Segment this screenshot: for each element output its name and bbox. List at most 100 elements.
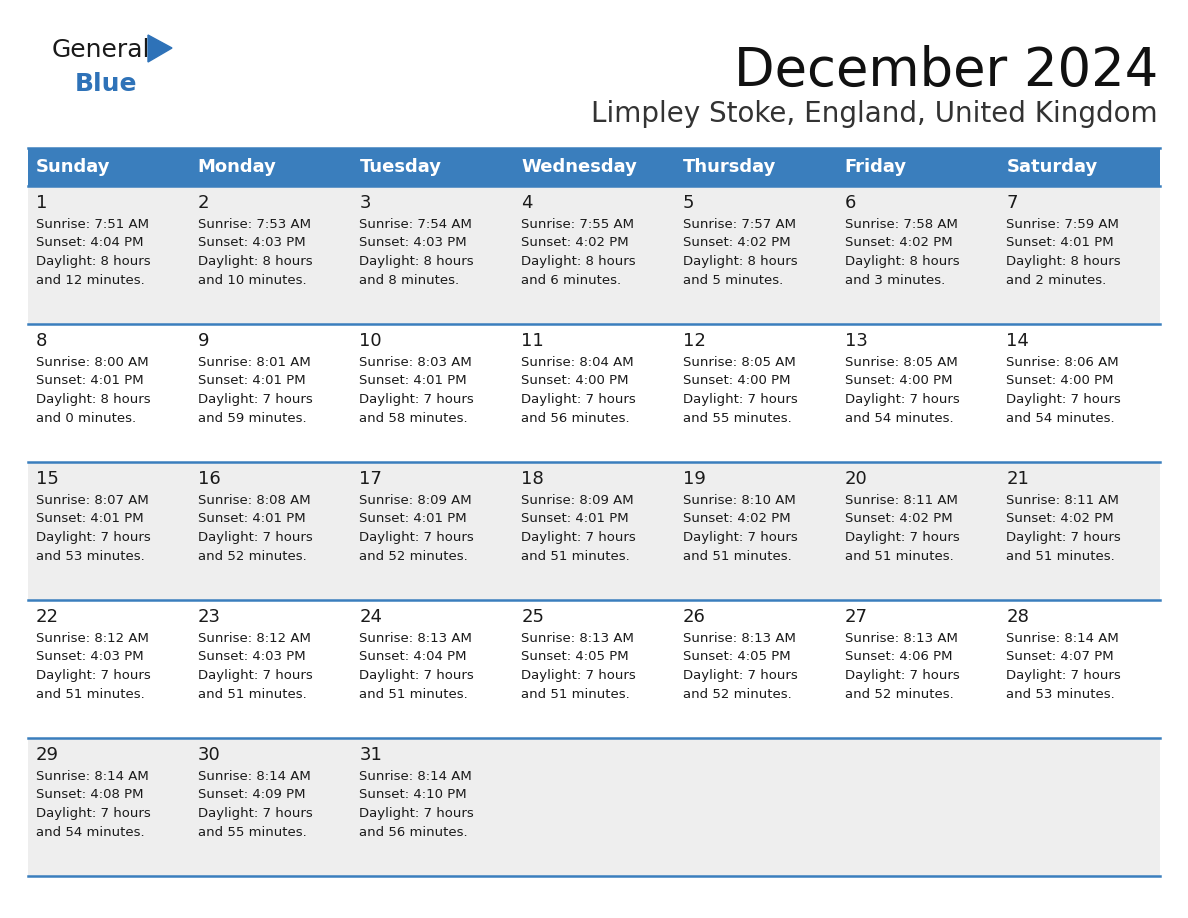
Text: Sunrise: 8:14 AM: Sunrise: 8:14 AM (197, 770, 310, 783)
Text: Sunset: 4:08 PM: Sunset: 4:08 PM (36, 789, 144, 801)
Bar (998, 148, 1159, 186)
Text: Sunrise: 8:10 AM: Sunrise: 8:10 AM (683, 494, 796, 507)
Text: 20: 20 (845, 470, 867, 488)
Text: Saturday: Saturday (1006, 158, 1098, 176)
Text: Friday: Friday (845, 158, 906, 176)
Text: Sunrise: 8:09 AM: Sunrise: 8:09 AM (360, 494, 472, 507)
Text: 21: 21 (1006, 470, 1029, 488)
Text: Sunset: 4:01 PM: Sunset: 4:01 PM (522, 512, 628, 525)
Text: Sunrise: 8:03 AM: Sunrise: 8:03 AM (360, 356, 472, 369)
Text: Daylight: 7 hours: Daylight: 7 hours (36, 669, 151, 682)
Text: Sunrise: 8:13 AM: Sunrise: 8:13 AM (522, 632, 634, 645)
Text: Sunset: 4:02 PM: Sunset: 4:02 PM (845, 512, 953, 525)
Text: Sunset: 4:01 PM: Sunset: 4:01 PM (360, 512, 467, 525)
Text: Daylight: 7 hours: Daylight: 7 hours (360, 807, 474, 820)
Polygon shape (148, 35, 172, 62)
Text: Daylight: 7 hours: Daylight: 7 hours (1006, 393, 1121, 406)
Text: and 51 minutes.: and 51 minutes. (683, 550, 791, 563)
Text: Sunrise: 7:55 AM: Sunrise: 7:55 AM (522, 218, 634, 231)
Text: 31: 31 (360, 746, 383, 764)
Text: Daylight: 8 hours: Daylight: 8 hours (1006, 255, 1121, 268)
Text: Daylight: 7 hours: Daylight: 7 hours (522, 393, 636, 406)
Text: Limpley Stoke, England, United Kingdom: Limpley Stoke, England, United Kingdom (592, 100, 1158, 128)
Bar (513, 148, 675, 186)
Text: and 51 minutes.: and 51 minutes. (522, 550, 630, 563)
Text: Sunset: 4:02 PM: Sunset: 4:02 PM (683, 237, 790, 250)
Text: and 55 minutes.: and 55 minutes. (197, 825, 307, 838)
Text: Tuesday: Tuesday (360, 158, 442, 176)
Bar (675, 148, 836, 186)
Text: and 56 minutes.: and 56 minutes. (522, 411, 630, 424)
Bar (29, 148, 190, 186)
Text: Sunrise: 8:06 AM: Sunrise: 8:06 AM (1006, 356, 1119, 369)
Text: 25: 25 (522, 608, 544, 626)
Text: Sunset: 4:01 PM: Sunset: 4:01 PM (36, 512, 144, 525)
Text: Sunrise: 8:13 AM: Sunrise: 8:13 AM (360, 632, 473, 645)
Text: 11: 11 (522, 332, 544, 350)
Text: Sunrise: 7:53 AM: Sunrise: 7:53 AM (197, 218, 311, 231)
Text: Sunrise: 8:13 AM: Sunrise: 8:13 AM (845, 632, 958, 645)
Text: and 59 minutes.: and 59 minutes. (197, 411, 307, 424)
Text: Sunset: 4:09 PM: Sunset: 4:09 PM (197, 789, 305, 801)
Text: and 51 minutes.: and 51 minutes. (1006, 550, 1116, 563)
Text: and 6 minutes.: and 6 minutes. (522, 274, 621, 286)
Text: Daylight: 7 hours: Daylight: 7 hours (197, 531, 312, 544)
Text: and 51 minutes.: and 51 minutes. (845, 550, 953, 563)
Bar (29, 462, 1159, 600)
Text: Sunrise: 7:59 AM: Sunrise: 7:59 AM (1006, 218, 1119, 231)
Text: and 0 minutes.: and 0 minutes. (36, 411, 137, 424)
Text: Sunrise: 8:05 AM: Sunrise: 8:05 AM (683, 356, 796, 369)
Bar (29, 324, 1159, 462)
Text: Sunrise: 8:01 AM: Sunrise: 8:01 AM (197, 356, 310, 369)
Text: 18: 18 (522, 470, 544, 488)
Text: 1: 1 (36, 194, 48, 212)
Text: Daylight: 7 hours: Daylight: 7 hours (1006, 669, 1121, 682)
Text: Sunset: 4:03 PM: Sunset: 4:03 PM (360, 237, 467, 250)
Text: 13: 13 (845, 332, 867, 350)
Text: Sunrise: 7:58 AM: Sunrise: 7:58 AM (845, 218, 958, 231)
Text: and 54 minutes.: and 54 minutes. (1006, 411, 1114, 424)
Text: and 52 minutes.: and 52 minutes. (197, 550, 307, 563)
Text: Sunset: 4:02 PM: Sunset: 4:02 PM (1006, 512, 1114, 525)
Text: 5: 5 (683, 194, 694, 212)
Text: Daylight: 7 hours: Daylight: 7 hours (845, 531, 960, 544)
Text: Sunset: 4:03 PM: Sunset: 4:03 PM (36, 651, 144, 664)
Text: 28: 28 (1006, 608, 1029, 626)
Text: Sunrise: 8:05 AM: Sunrise: 8:05 AM (845, 356, 958, 369)
Text: 23: 23 (197, 608, 221, 626)
Text: and 55 minutes.: and 55 minutes. (683, 411, 791, 424)
Text: Sunset: 4:01 PM: Sunset: 4:01 PM (197, 375, 305, 387)
Bar (836, 148, 998, 186)
Text: 14: 14 (1006, 332, 1029, 350)
Text: Sunrise: 8:08 AM: Sunrise: 8:08 AM (197, 494, 310, 507)
Text: Daylight: 7 hours: Daylight: 7 hours (36, 531, 151, 544)
Text: Sunrise: 8:14 AM: Sunrise: 8:14 AM (360, 770, 472, 783)
Text: Sunset: 4:05 PM: Sunset: 4:05 PM (522, 651, 628, 664)
Text: and 10 minutes.: and 10 minutes. (197, 274, 307, 286)
Text: Sunset: 4:04 PM: Sunset: 4:04 PM (360, 651, 467, 664)
Text: and 53 minutes.: and 53 minutes. (1006, 688, 1116, 700)
Text: and 12 minutes.: and 12 minutes. (36, 274, 145, 286)
Text: Sunset: 4:03 PM: Sunset: 4:03 PM (197, 237, 305, 250)
Text: 22: 22 (36, 608, 59, 626)
Text: Sunrise: 8:12 AM: Sunrise: 8:12 AM (36, 632, 148, 645)
Text: Sunrise: 7:57 AM: Sunrise: 7:57 AM (683, 218, 796, 231)
Text: Daylight: 8 hours: Daylight: 8 hours (845, 255, 959, 268)
Text: Daylight: 7 hours: Daylight: 7 hours (683, 531, 797, 544)
Text: Daylight: 7 hours: Daylight: 7 hours (683, 393, 797, 406)
Text: 16: 16 (197, 470, 221, 488)
Text: and 53 minutes.: and 53 minutes. (36, 550, 145, 563)
Bar (190, 148, 352, 186)
Text: Daylight: 8 hours: Daylight: 8 hours (36, 255, 151, 268)
Text: Wednesday: Wednesday (522, 158, 637, 176)
Text: and 52 minutes.: and 52 minutes. (360, 550, 468, 563)
Text: 24: 24 (360, 608, 383, 626)
Text: Sunrise: 8:14 AM: Sunrise: 8:14 AM (36, 770, 148, 783)
Text: General: General (52, 38, 151, 62)
Text: and 51 minutes.: and 51 minutes. (522, 688, 630, 700)
Text: Sunset: 4:07 PM: Sunset: 4:07 PM (1006, 651, 1114, 664)
Text: Sunset: 4:00 PM: Sunset: 4:00 PM (1006, 375, 1114, 387)
Text: Daylight: 8 hours: Daylight: 8 hours (522, 255, 636, 268)
Text: Daylight: 8 hours: Daylight: 8 hours (360, 255, 474, 268)
Text: Sunrise: 8:09 AM: Sunrise: 8:09 AM (522, 494, 633, 507)
